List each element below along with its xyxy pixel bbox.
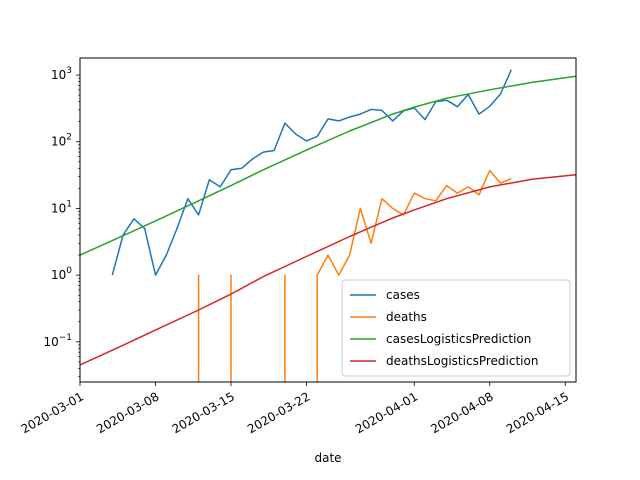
series-line-deaths	[316, 169, 512, 382]
y-tick-label: 102	[51, 133, 72, 149]
x-tick-label: 2020-03-22	[245, 389, 312, 436]
series-line-cases	[111, 69, 512, 276]
x-axis-label: date	[314, 451, 341, 465]
series-cases	[111, 69, 512, 276]
series-line-deathsLogisticsPrediction	[80, 173, 576, 366]
legend-entry-deathsLogisticsPrediction: deathsLogisticsPrediction	[386, 354, 538, 368]
x-tick-label: 2020-03-15	[170, 389, 237, 436]
y-axis: 10−1 100 101 102 103	[43, 66, 80, 378]
series-deaths	[197, 169, 512, 382]
x-tick-label: 2020-04-15	[504, 389, 571, 436]
x-tick-label: 2020-03-08	[94, 389, 161, 436]
y-tick-label: 101	[51, 199, 72, 215]
x-axis: 2020-03-01 2020-03-08 2020-03-15 2020-03-22…	[19, 382, 571, 436]
plot-lines	[80, 69, 576, 382]
y-tick-label: 103	[51, 66, 72, 82]
legend: cases deaths casesLogisticsPrediction death…	[341, 279, 571, 377]
series-deathsLogisticsPrediction	[80, 173, 576, 366]
x-tick-label: 2020-03-01	[19, 389, 86, 436]
y-tick-label: 100	[51, 266, 72, 282]
plot-frame	[79, 57, 577, 383]
legend-entry-casesLogisticsPrediction: casesLogisticsPrediction	[386, 332, 531, 346]
legend-box	[341, 279, 571, 377]
series-casesLogisticsPrediction	[80, 75, 576, 256]
legend-entry-deaths: deaths	[386, 310, 427, 324]
y-tick-label: 10−1	[43, 333, 72, 349]
x-tick-label: 2020-04-08	[428, 389, 495, 436]
series-line-casesLogisticsPrediction	[80, 75, 576, 256]
x-tick-label: 2020-04-01	[353, 389, 420, 436]
legend-entry-cases: cases	[386, 288, 420, 302]
